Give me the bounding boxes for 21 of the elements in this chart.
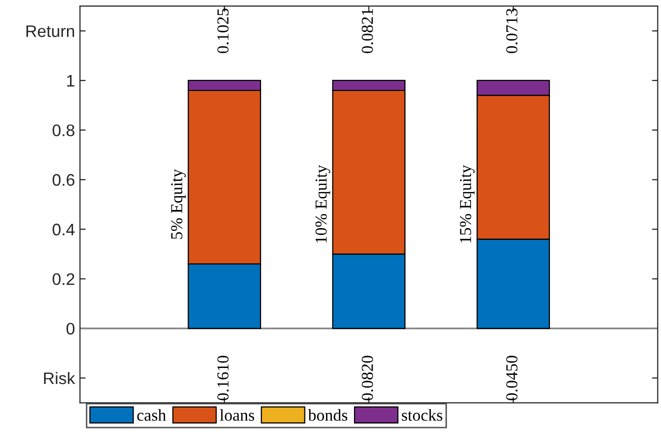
annotation: 0.0450 <box>506 356 518 400</box>
annotation: 0.0713 <box>506 8 518 54</box>
legend-label: bonds <box>308 409 348 421</box>
y-tick-label: 0.4 <box>52 224 75 236</box>
legend-label: loans <box>220 409 254 421</box>
x-tick-label: 5% Equity <box>171 169 186 239</box>
y-tick-label: Return <box>26 25 74 38</box>
annotation: 0.0821 <box>362 8 374 54</box>
annotation: 0.0820 <box>362 356 374 400</box>
y-tick-label: 0.8 <box>52 124 74 136</box>
y-tick-label: 0.6 <box>52 174 74 186</box>
annotation: 0.1025 <box>217 8 229 54</box>
legend-label: cash <box>137 409 166 421</box>
legend-label: stocks <box>402 409 442 421</box>
y-tick-label: 0.2 <box>52 273 74 286</box>
y-tick-label: 1 <box>67 75 74 87</box>
y-tick-label: Risk <box>44 372 76 384</box>
x-tick-label: 15% Equity <box>460 164 475 243</box>
y-tick-label: 0 <box>66 322 74 335</box>
x-tick-label: 10% Equity <box>316 164 330 243</box>
annotation: 0.1610 <box>217 356 229 400</box>
